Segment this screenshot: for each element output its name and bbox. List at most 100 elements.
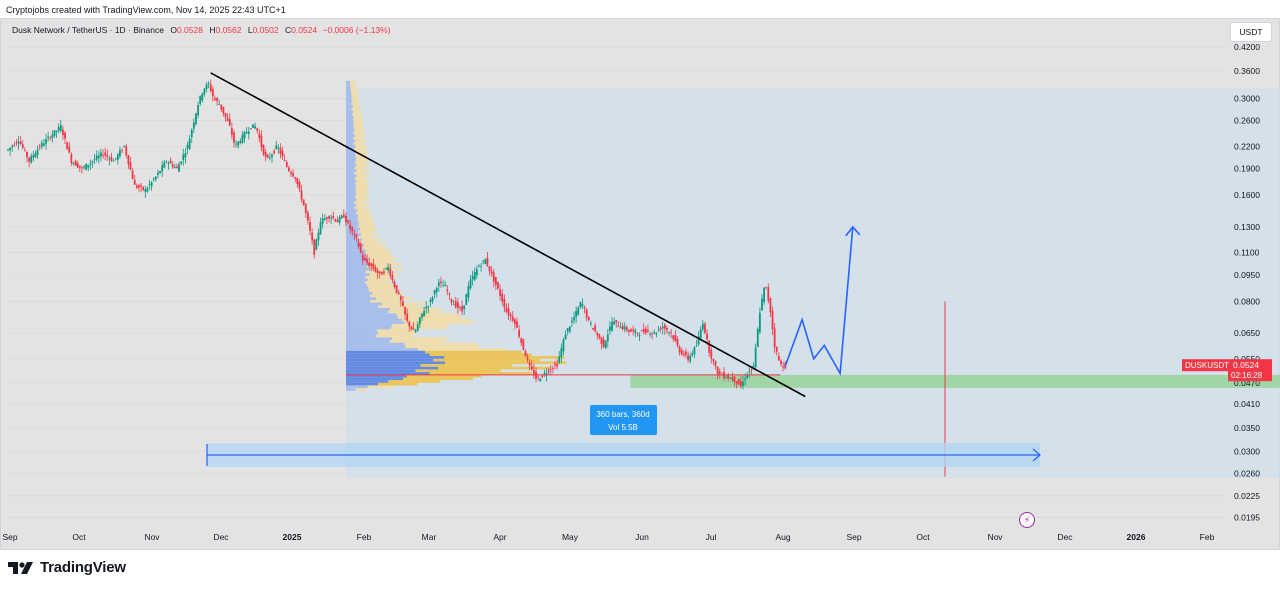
candle-body — [596, 333, 599, 336]
volume-bar-down — [415, 369, 501, 373]
volume-bar-up — [346, 297, 377, 300]
volume-bar-up — [346, 233, 362, 236]
volume-bar-up — [346, 315, 398, 319]
candle-body — [154, 176, 157, 180]
volume-bar-up — [346, 110, 354, 113]
candle-body — [357, 242, 360, 247]
volume-bar-down — [356, 174, 370, 178]
candle-body — [275, 145, 278, 149]
date-range-bars-text: 360 bars, 360d — [596, 410, 649, 419]
candle-body — [575, 310, 578, 318]
currency-unit-button[interactable]: USDT — [1230, 22, 1272, 42]
candle-body — [602, 339, 605, 348]
candle-body — [17, 141, 20, 144]
candle-body — [279, 148, 282, 154]
volume-bar-up — [346, 358, 434, 362]
volume-bar-up — [346, 318, 402, 322]
candle-body — [180, 161, 183, 164]
candle-body — [649, 334, 651, 335]
close-label: C — [284, 25, 292, 35]
volume-bar-down — [350, 86, 357, 89]
volume-bar-up — [346, 182, 356, 186]
candle-body — [317, 232, 320, 241]
candle-body — [528, 362, 531, 366]
candle-body — [600, 337, 603, 344]
candle-body — [423, 310, 425, 317]
candle-body — [499, 289, 501, 296]
candle-body — [406, 313, 409, 321]
candle-body — [133, 180, 136, 185]
volume-bar-up — [346, 107, 352, 111]
volume-bar-up — [346, 257, 369, 260]
candle-body — [562, 339, 565, 352]
candle-body — [287, 167, 290, 172]
candle-body — [216, 98, 218, 101]
volume-bar-down — [355, 145, 368, 148]
volume-bar-down — [355, 187, 368, 191]
volume-bar-up — [346, 259, 367, 263]
volume-bar-down — [378, 332, 418, 335]
volume-bar-down — [433, 358, 540, 362]
candle-body — [446, 289, 449, 292]
volume-bar-up — [346, 294, 370, 298]
price-axis: 0.4200 0.3600 0.3000 0.2600 0.2200 0.1900 0.16… — [1234, 42, 1260, 523]
candle-body — [592, 328, 594, 330]
candle-body — [85, 163, 88, 170]
candle-body — [309, 222, 311, 231]
candle-body — [138, 185, 140, 188]
candle-body — [163, 162, 166, 168]
candle-body — [176, 166, 178, 168]
volume-bar-up — [346, 385, 368, 389]
candle-body — [644, 328, 647, 334]
candle-body — [391, 275, 394, 280]
volume-bar-up — [346, 94, 352, 97]
candle-body — [773, 328, 776, 348]
volume-bar-up — [346, 177, 355, 180]
volume-bar-down — [351, 94, 359, 97]
volume-bar-down — [349, 83, 355, 87]
volume-bar-down — [370, 299, 401, 303]
volume-bar-up — [346, 348, 418, 351]
volume-bar-down — [369, 294, 399, 298]
candle-body — [539, 378, 542, 382]
lightning-icon[interactable]: ⚡ — [1019, 512, 1035, 528]
symbol-title[interactable]: Dusk Network / TetherUS · 1D · Binance — [12, 25, 164, 35]
volume-bar-up — [346, 332, 379, 335]
candle-body — [746, 374, 749, 379]
volume-bar-up — [346, 126, 354, 129]
high-label: H — [209, 25, 216, 35]
volume-bar-up — [346, 209, 358, 212]
candle-body — [427, 306, 430, 308]
candle-body — [366, 259, 368, 263]
candle-body — [750, 369, 753, 370]
tradingview-logo[interactable]: TradingView — [8, 559, 126, 576]
price-tick-label: 0.3000 — [1234, 94, 1260, 104]
volume-bar-down — [368, 286, 397, 290]
volume-bar-down — [355, 139, 367, 143]
tradingview-logo-text: TradingView — [40, 559, 126, 576]
chart-credit: Cryptojobs created with TradingView.com,… — [6, 5, 286, 15]
volume-bar-down — [367, 385, 395, 389]
candle-body — [91, 161, 94, 163]
volume-bar-down — [358, 219, 374, 223]
candle-body — [543, 372, 546, 374]
candle-body — [524, 350, 527, 357]
candle-body — [659, 327, 662, 330]
candle-body — [404, 306, 406, 315]
candle-body — [342, 214, 345, 218]
tradingview-logo-icon — [8, 561, 33, 574]
candle-body — [72, 163, 75, 164]
candle-body — [28, 157, 31, 162]
candle-body — [241, 134, 244, 143]
candle-body — [704, 323, 706, 334]
volume-bar-down — [356, 198, 370, 202]
candle-body — [587, 317, 590, 320]
candle-body — [577, 307, 580, 315]
candle-body — [116, 154, 119, 160]
candle-body — [95, 155, 98, 160]
volume-bar-down — [429, 353, 532, 356]
candle-body — [66, 142, 69, 150]
candle-body — [201, 93, 204, 101]
candle-body — [304, 204, 307, 214]
